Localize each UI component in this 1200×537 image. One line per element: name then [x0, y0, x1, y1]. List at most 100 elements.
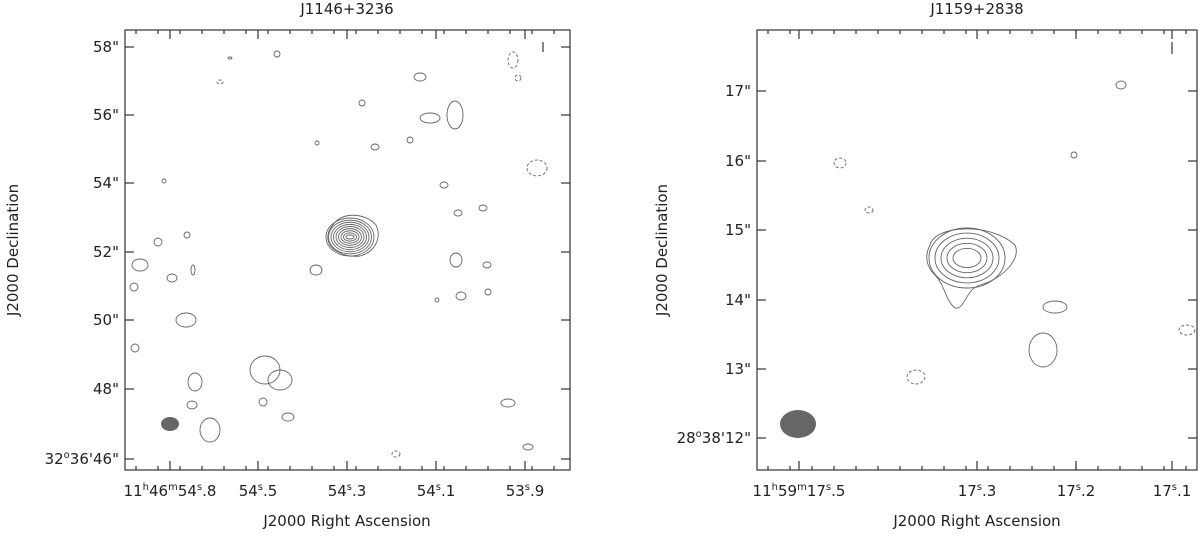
tick-label-part: 54 [239, 482, 258, 500]
tick-label-sup: h [143, 482, 149, 493]
contour [258, 397, 268, 407]
beam [780, 410, 816, 438]
contour [434, 297, 440, 303]
tick-label-sup: o [64, 450, 70, 461]
contour [934, 232, 1000, 284]
tick-label: 11h59m17s.5 [753, 482, 846, 500]
tick-label: 17s.3 [958, 482, 997, 500]
tick-label-part: 52" [93, 243, 119, 261]
tick-label-sup: h [772, 482, 778, 493]
contour [928, 227, 1006, 289]
contour [161, 178, 167, 184]
contour [864, 206, 874, 214]
contour [153, 237, 163, 247]
contour [267, 369, 293, 391]
tick-label: 32o36'46" [45, 450, 119, 468]
contour [946, 242, 988, 274]
contour [370, 143, 380, 151]
contour [333, 223, 367, 251]
contour [507, 51, 519, 69]
tick-label: 54s.5 [239, 482, 278, 500]
tick-label-sup: s [436, 482, 441, 493]
contour [186, 400, 198, 410]
contour [227, 56, 233, 60]
tick-label: 17s.2 [1057, 482, 1096, 500]
tick-label-sup: s [197, 482, 202, 493]
tick-label-part: 15" [725, 221, 751, 239]
tick-label-sup: m [797, 482, 807, 493]
tick-label-part: .5 [263, 482, 277, 500]
contour [281, 412, 295, 422]
contour [335, 226, 365, 248]
tick-label: 53s.9 [506, 482, 545, 500]
tick-label: 15" [725, 221, 751, 239]
contour [327, 214, 379, 257]
tick-label-part: 17 [1153, 482, 1172, 500]
contour [190, 264, 196, 276]
tick-label: 17" [725, 82, 751, 100]
tick-label-sup: s [1172, 482, 1177, 493]
panel-title: J1146+3236 [299, 0, 393, 18]
contour [187, 372, 203, 392]
tick-label: 16" [725, 152, 751, 170]
tick-label-part: 46 [149, 482, 168, 500]
contour [1178, 324, 1196, 336]
tick-label: 58" [93, 38, 119, 56]
contour [484, 288, 492, 296]
contour [526, 159, 548, 177]
tick-label-part: 53 [506, 482, 525, 500]
contour [439, 181, 449, 189]
tick-label-part: 17 [807, 482, 826, 500]
panel-title: J1159+2838 [929, 0, 1023, 18]
contour [314, 140, 320, 146]
contour [926, 228, 1017, 309]
tick-label-part: 54" [93, 174, 119, 192]
contour [131, 258, 149, 272]
tick-label-part: 17" [725, 82, 751, 100]
tick-label-part: 48" [93, 380, 119, 398]
tick-label-part: .3 [352, 482, 366, 500]
tick-label-part: 28 [677, 429, 696, 447]
tick-label-sup: o [696, 429, 702, 440]
contour [273, 50, 281, 58]
contour [338, 228, 362, 246]
tick-label-sup: s [525, 482, 530, 493]
contour [449, 252, 463, 268]
contour [446, 100, 464, 130]
tick-label: 52" [93, 243, 119, 261]
contour [330, 221, 370, 253]
contour [1028, 332, 1058, 368]
tick-label: 17s.1 [1153, 482, 1192, 500]
contour [940, 237, 994, 279]
tick-label: 11h46m54s.8 [124, 482, 217, 500]
beam [161, 417, 179, 431]
contour [309, 264, 323, 276]
tick-label-part: 59 [778, 482, 797, 500]
contour [199, 417, 221, 443]
contour [328, 219, 372, 255]
tick-label: 28o38'12" [677, 429, 751, 447]
contour [406, 136, 414, 144]
y-axis-label: J2000 Declination [653, 184, 671, 317]
contour [514, 74, 522, 82]
contour [500, 398, 516, 408]
panel-frame [124, 29, 571, 471]
tick-label-part: 17 [958, 482, 977, 500]
x-axis-label: J2000 Right Ascension [262, 512, 430, 530]
contour [175, 312, 197, 328]
contour [345, 234, 355, 240]
tick-label-sup: m [168, 482, 178, 493]
contour [343, 232, 357, 242]
contour [833, 157, 847, 169]
contour [166, 273, 178, 283]
contour [1042, 300, 1068, 314]
contour [478, 204, 488, 212]
tick-label-part: 54 [178, 482, 197, 500]
tick-label: 13" [725, 360, 751, 378]
tick-label-part: 11 [124, 482, 143, 500]
tick-label-part: .3 [982, 482, 996, 500]
tick-label: 54" [93, 174, 119, 192]
tick-label-part: .1 [1177, 482, 1191, 500]
tick-label-part: .2 [1081, 482, 1095, 500]
